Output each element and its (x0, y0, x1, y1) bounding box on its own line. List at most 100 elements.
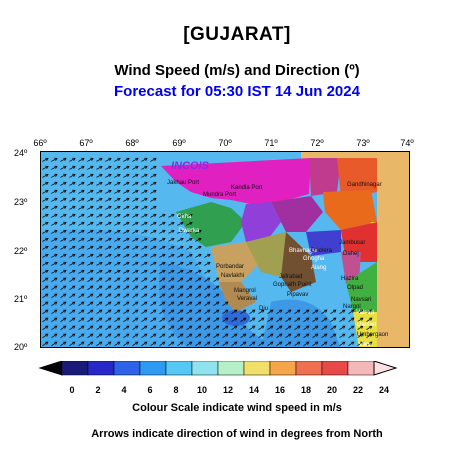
wind-arrow (159, 301, 166, 306)
wind-arrow (78, 325, 85, 330)
wind-arrow (132, 173, 139, 178)
wind-arrow (195, 317, 202, 322)
wind-arrow (60, 165, 67, 170)
wind-arrow (294, 341, 301, 346)
wind-arrow (267, 341, 274, 346)
wind-arrow (96, 341, 103, 346)
wind-arrow (186, 333, 193, 338)
wind-arrow (132, 293, 139, 298)
wind-arrow (123, 285, 130, 290)
wind-arrow (96, 173, 103, 178)
place-label: Jakhau Port (167, 180, 200, 186)
wind-arrow (141, 277, 148, 282)
wind-arrow (51, 317, 58, 322)
wind-arrow (222, 317, 229, 322)
wind-arrow (150, 173, 157, 178)
place-label: Pipavav (287, 292, 309, 298)
wind-arrow (123, 293, 130, 298)
colorbar-segment (61, 361, 89, 376)
wind-arrow (159, 261, 166, 266)
wind-arrow (186, 245, 193, 250)
colorbar-segment (295, 361, 323, 376)
wind-arrow (78, 221, 85, 226)
wind-arrow (78, 261, 85, 266)
wind-arrow (114, 229, 121, 234)
wind-arrow (150, 317, 157, 322)
wind-arrow (159, 309, 166, 314)
wind-arrow (78, 285, 85, 290)
wind-arrow (69, 325, 76, 330)
wind-arrow (42, 197, 49, 202)
wind-arrow (60, 197, 67, 202)
wind-arrow (42, 173, 49, 178)
wind-arrow (114, 293, 121, 298)
region-title: [GUJARAT] (183, 24, 291, 45)
wind-arrow (303, 333, 310, 338)
colorbar-segment (87, 361, 115, 376)
wind-arrow (123, 205, 130, 210)
place-label: Kandla Port (231, 185, 263, 191)
wind-arrow (69, 189, 76, 194)
wind-arrow (123, 213, 130, 218)
wind-arrow (132, 181, 139, 186)
wind-arrow (222, 341, 229, 346)
wind-arrow (294, 333, 301, 338)
wind-arrow (132, 309, 139, 314)
wind-arrow (150, 157, 157, 162)
colorbar-tick: 16 (274, 385, 286, 395)
wind-arrow (366, 341, 373, 346)
wind-arrow (60, 333, 67, 338)
wind-arrow (276, 317, 283, 322)
wind-arrow (105, 261, 112, 266)
colorbar-tick: 6 (147, 385, 153, 395)
wind-arrow (150, 165, 157, 170)
longitude-label: 74º (400, 138, 414, 148)
wind-arrow (42, 317, 49, 322)
wind-arrow (150, 301, 157, 306)
wind-arrow (204, 333, 211, 338)
wind-arrow (96, 213, 103, 218)
wind-arrow (141, 333, 148, 338)
latitude-label: 21º (14, 294, 28, 304)
wind-arrow (114, 261, 121, 266)
wind-arrow (87, 285, 94, 290)
latitude-label: 22º (14, 246, 28, 256)
wind-arrow (69, 213, 76, 218)
wind-arrow (87, 261, 94, 266)
wind-arrow (213, 317, 220, 322)
wind-arrow (168, 301, 175, 306)
district-banaskantha (309, 158, 341, 196)
wind-arrow (42, 189, 49, 194)
longitude-label: 71º (264, 138, 278, 148)
place-label: Dwarka (179, 228, 200, 234)
wind-arrow (96, 165, 103, 170)
wind-arrow (123, 253, 130, 258)
wind-arrow (285, 325, 292, 330)
wind-arrow (123, 277, 130, 282)
wind-arrow (60, 173, 67, 178)
wind-arrow (177, 285, 184, 290)
wind-arrow (96, 205, 103, 210)
wind-arrow (213, 285, 220, 290)
district-gir-somnath (219, 282, 256, 312)
wind-arrow (105, 173, 112, 178)
wind-arrow (186, 301, 193, 306)
wind-arrow (195, 293, 202, 298)
wind-arrow (321, 325, 328, 330)
wind-arrow (141, 261, 148, 266)
wind-arrow (249, 325, 256, 330)
wind-arrow (150, 309, 157, 314)
wind-arrow (51, 277, 58, 282)
wind-arrow (168, 229, 175, 234)
wind-arrow (222, 309, 229, 314)
wind-arrow (60, 269, 67, 274)
wind-arrow (105, 157, 112, 162)
wind-arrow (249, 333, 256, 338)
wind-arrow (105, 189, 112, 194)
wind-arrow (42, 309, 49, 314)
wind-arrow (141, 269, 148, 274)
wind-arrow (42, 285, 49, 290)
wind-arrow (123, 261, 130, 266)
wind-arrow (60, 157, 67, 162)
wind-arrow (186, 229, 193, 234)
